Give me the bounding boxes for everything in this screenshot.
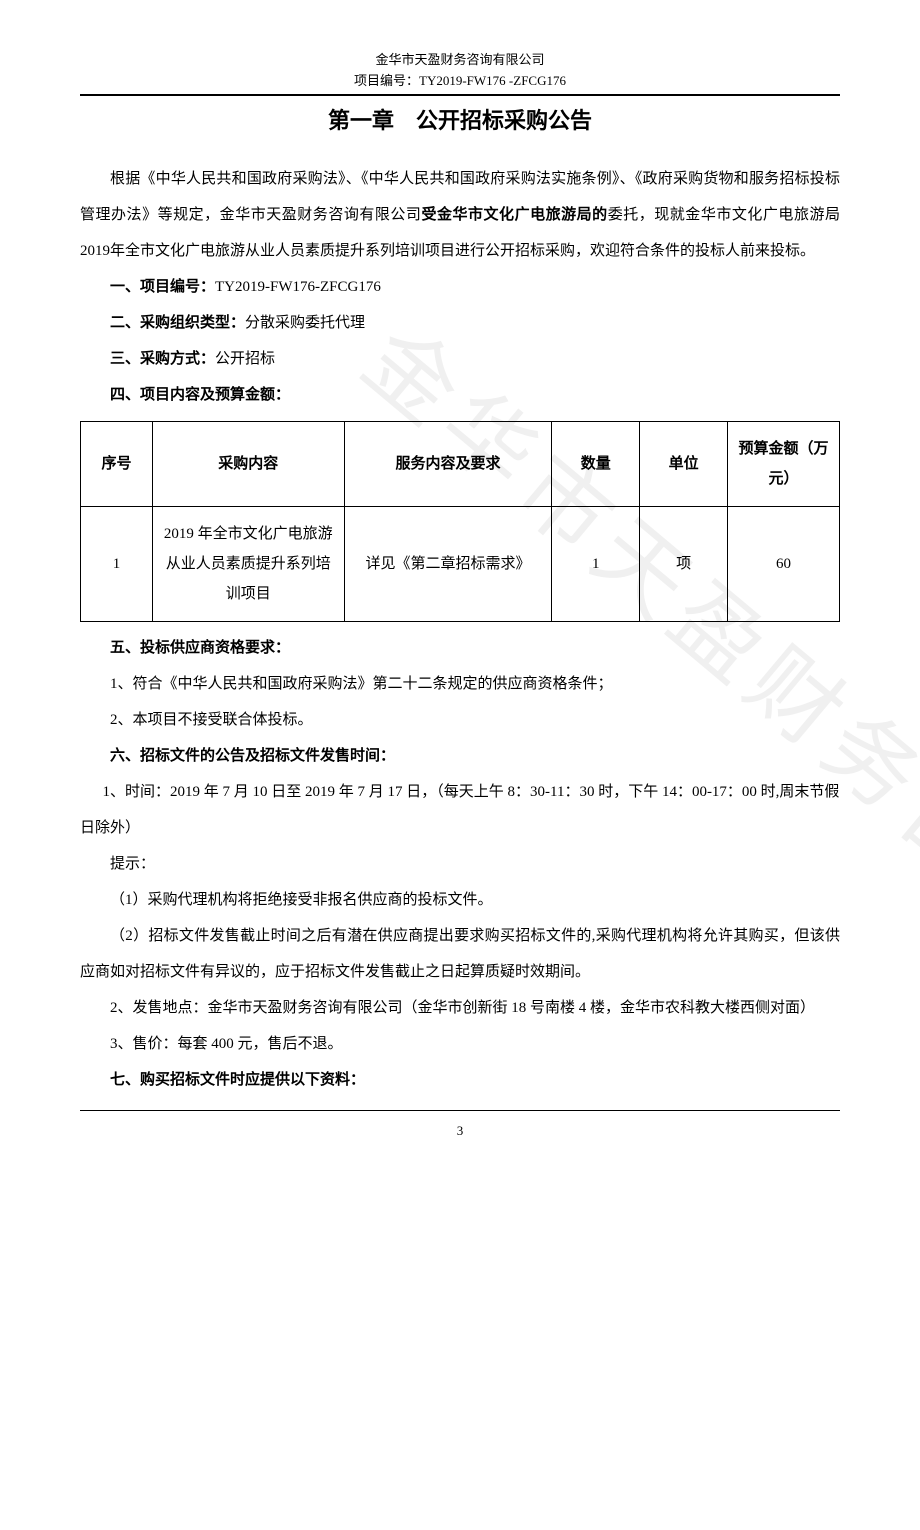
th-unit: 单位 — [640, 421, 728, 506]
section-6-tip-2: （2）招标文件发售截止时间之后有潜在供应商提出要求购买招标文件的,采购代理机构将… — [80, 918, 840, 990]
header-company: 金华市天盈财务咨询有限公司 — [80, 50, 840, 71]
section-3: 三、采购方式：公开招标 — [80, 341, 840, 377]
header-rule — [80, 94, 840, 96]
section-6-item-3: 3、售价：每套 400 元，售后不退。 — [80, 1026, 840, 1062]
section-4: 四、项目内容及预算金额： — [80, 377, 840, 413]
section-5-label: 五、投标供应商资格要求： — [110, 640, 290, 656]
td-unit: 项 — [640, 506, 728, 621]
th-service: 服务内容及要求 — [344, 421, 552, 506]
section-6: 六、招标文件的公告及招标文件发售时间： — [80, 738, 840, 774]
intro-paragraph: 根据《中华人民共和国政府采购法》、《中华人民共和国政府采购法实施条例》、《政府采… — [80, 161, 840, 269]
section-6-tip-1: （1）采购代理机构将拒绝接受非报名供应商的投标文件。 — [80, 882, 840, 918]
document-content: 金华市天盈财务咨询有限公司 项目编号：TY2019-FW176 -ZFCG176… — [80, 50, 840, 1146]
td-seq: 1 — [81, 506, 153, 621]
page-header: 金华市天盈财务咨询有限公司 项目编号：TY2019-FW176 -ZFCG176 — [80, 50, 840, 92]
section-5-item-1: 1、符合《中华人民共和国政府采购法》第二十二条规定的供应商资格条件； — [80, 666, 840, 702]
budget-table: 序号 采购内容 服务内容及要求 数量 单位 预算金额（万元） 1 2019 年全… — [80, 421, 840, 622]
th-budget: 预算金额（万元） — [728, 421, 840, 506]
section-1-value: TY2019-FW176-ZFCG176 — [215, 279, 381, 295]
td-content: 2019 年全市文化广电旅游从业人员素质提升系列培训项目 — [152, 506, 344, 621]
section-4-label: 四、项目内容及预算金额： — [110, 387, 290, 403]
section-5: 五、投标供应商资格要求： — [80, 630, 840, 666]
section-5-item-2: 2、本项目不接受联合体投标。 — [80, 702, 840, 738]
section-2-value: 分散采购委托代理 — [245, 315, 365, 331]
th-seq: 序号 — [81, 421, 153, 506]
footer-rule — [80, 1110, 840, 1111]
section-7-label: 七、购买招标文件时应提供以下资料： — [110, 1072, 365, 1088]
section-1: 一、项目编号：TY2019-FW176-ZFCG176 — [80, 269, 840, 305]
header-project-code: 项目编号：TY2019-FW176 -ZFCG176 — [80, 71, 840, 92]
section-1-label: 一、项目编号： — [110, 279, 215, 295]
table-row: 1 2019 年全市文化广电旅游从业人员素质提升系列培训项目 详见《第二章招标需… — [81, 506, 840, 621]
chapter-title: 第一章 公开招标采购公告 — [80, 104, 840, 137]
section-6-item-1: 1、时间：2019 年 7 月 10 日至 2019 年 7 月 17 日，（每… — [80, 774, 840, 846]
th-content: 采购内容 — [152, 421, 344, 506]
td-qty: 1 — [552, 506, 640, 621]
page-number: 3 — [80, 1115, 840, 1146]
td-budget: 60 — [728, 506, 840, 621]
section-6-tip-label: 提示： — [80, 846, 840, 882]
section-3-value: 公开招标 — [215, 351, 275, 367]
intro-text-bold: 受金华市文化广电旅游局的 — [421, 207, 607, 223]
section-6-label: 六、招标文件的公告及招标文件发售时间： — [110, 748, 395, 764]
table-header-row: 序号 采购内容 服务内容及要求 数量 单位 预算金额（万元） — [81, 421, 840, 506]
section-3-label: 三、采购方式： — [110, 351, 215, 367]
th-qty: 数量 — [552, 421, 640, 506]
section-6-item-2: 2、发售地点：金华市天盈财务咨询有限公司（金华市创新街 18 号南楼 4 楼，金… — [80, 990, 840, 1026]
td-service: 详见《第二章招标需求》 — [344, 506, 552, 621]
section-2-label: 二、采购组织类型： — [110, 315, 245, 331]
section-2: 二、采购组织类型：分散采购委托代理 — [80, 305, 840, 341]
section-7: 七、购买招标文件时应提供以下资料： — [80, 1062, 840, 1098]
